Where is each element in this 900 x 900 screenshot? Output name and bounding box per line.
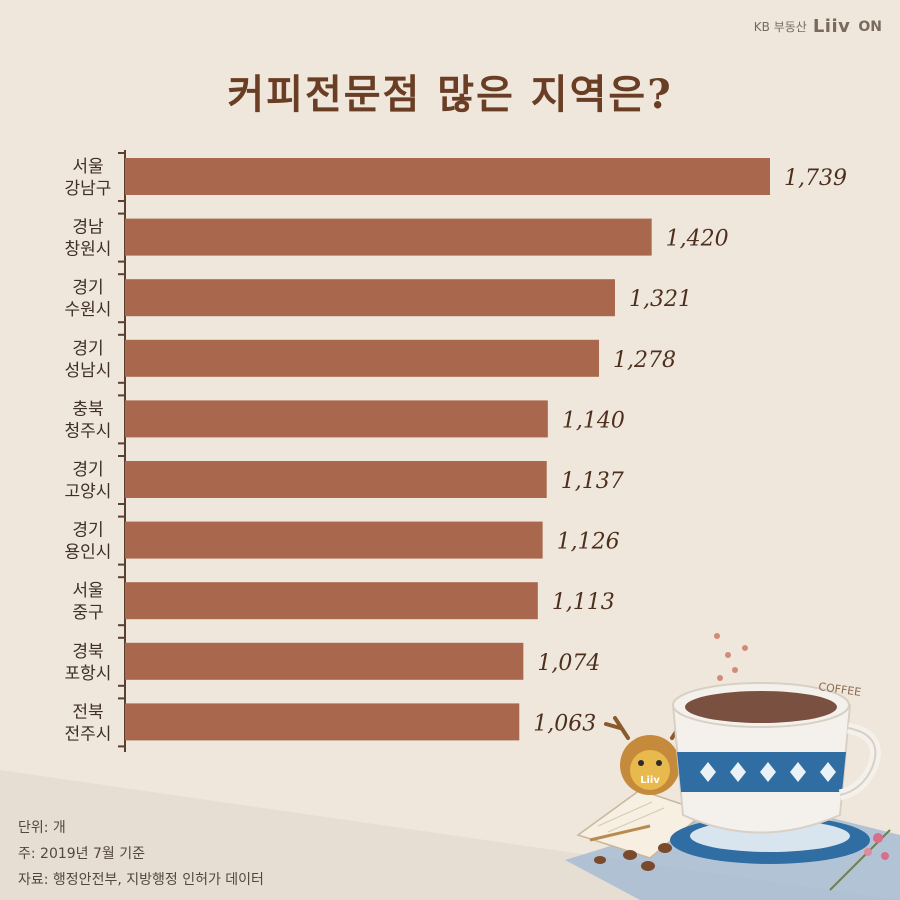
date-note: 주: 2019년 7월 기준	[18, 846, 146, 862]
mascot-liiv-text: Liiv	[640, 775, 660, 786]
value-label: 1,140	[562, 408, 625, 433]
brand-on-text: ON	[858, 18, 882, 35]
category-label: 경기 성남시	[65, 339, 112, 381]
flower-illustration	[829, 829, 891, 891]
brand-logo: KB 부동산 Liiv ON	[754, 16, 882, 37]
bar	[125, 521, 543, 559]
value-label: 1,420	[666, 227, 729, 252]
value-label: 1,321	[629, 287, 692, 312]
category-label: 전북 전주시	[65, 702, 112, 744]
bar	[125, 279, 615, 317]
value-label: 1,074	[537, 651, 600, 676]
value-label: 1,063	[533, 711, 596, 736]
value-label: 1,137	[561, 469, 624, 494]
value-label: 1,739	[784, 166, 847, 191]
bar	[125, 461, 547, 498]
coffee-text: COFFEE	[818, 680, 862, 699]
source-note: 자료: 행정안전부, 지방행정 인허가 데이터	[18, 872, 264, 888]
value-label: 1,126	[557, 530, 620, 555]
cup-illustration: COFFEE	[671, 680, 881, 834]
category-label: 서울 중구	[72, 581, 103, 623]
unit-note: 단위: 개	[18, 820, 66, 836]
category-label: 경기 용인시	[65, 521, 112, 563]
bar	[125, 582, 538, 620]
category-label: 서울 강남구	[65, 157, 112, 199]
category-label: 충북 청주시	[65, 399, 112, 441]
bar	[125, 218, 652, 256]
bar	[125, 642, 524, 680]
category-label: 경북 포항시	[65, 642, 112, 684]
value-label: 1,278	[613, 348, 676, 373]
category-label: 경기 고양시	[65, 460, 112, 502]
bar	[125, 339, 600, 377]
brand-kb-text: KB 부동산	[753, 20, 807, 34]
coffee-beans-illustration	[594, 843, 672, 871]
brand-liiv-text: Liiv	[812, 16, 851, 37]
decor-dots	[714, 633, 748, 681]
footnotes: 단위: 개 주: 2019년 7월 기준 자료: 행정안전부, 지방행정 인허가…	[18, 815, 264, 893]
category-label: 경남 창원시	[65, 218, 112, 260]
bar	[125, 703, 520, 741]
mascot-illustration: Liiv	[604, 716, 696, 795]
bar	[125, 400, 548, 438]
bars-group: 서울 강남구 1,739 경남 창원시 1,420 경기 수원시 1,321 경기 성남시 1,278…	[65, 152, 847, 748]
chart-title: 커피전문점 많은 지역은?	[227, 71, 673, 118]
value-label: 1,113	[552, 590, 615, 615]
category-label: 경기 수원시	[65, 278, 112, 320]
bar	[125, 158, 770, 195]
